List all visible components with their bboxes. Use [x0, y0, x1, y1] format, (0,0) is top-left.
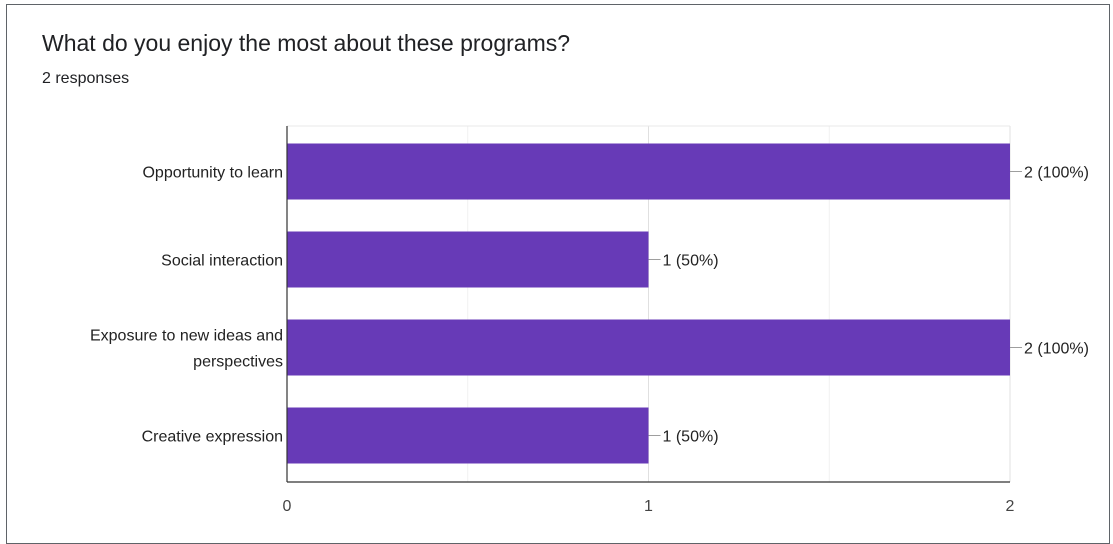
category-label: Social interaction: [161, 253, 283, 270]
axes: [286, 126, 1010, 483]
bar-chart: 2 (100%) Opportunity to learn 1 (50%) Socia…: [90, 125, 1089, 516]
x-tick-label: 1: [644, 498, 653, 515]
category-label: Exposure to new ideas and perspectives: [90, 328, 283, 371]
bar[interactable]: [287, 319, 1010, 376]
value-label: 1 (50%): [663, 429, 719, 446]
value-label: 2 (100%): [1024, 165, 1089, 182]
category-label-line: Opportunity to learn: [142, 165, 283, 182]
category-label-line: Creative expression: [142, 429, 283, 446]
category-label-line: Social interaction: [161, 253, 283, 270]
x-tick-label: 0: [283, 498, 292, 515]
bar[interactable]: [287, 143, 1010, 200]
labels: 2 (100%) Opportunity to learn 1 (50%) Socia…: [90, 165, 1089, 516]
bar[interactable]: [287, 407, 649, 464]
chart-title: What do you enjoy the most about these p…: [42, 30, 571, 56]
category-label: Opportunity to learn: [142, 165, 283, 182]
value-label: 1 (50%): [663, 253, 719, 270]
bar[interactable]: [287, 231, 649, 288]
response-count: 2 responses: [42, 70, 130, 87]
x-tick-label: 2: [1006, 498, 1015, 515]
category-label: Creative expression: [142, 429, 283, 446]
bars: [287, 143, 1010, 464]
category-label-line: perspectives: [193, 354, 283, 371]
value-label: 2 (100%): [1024, 341, 1089, 358]
category-label-line: Exposure to new ideas and: [90, 328, 283, 345]
